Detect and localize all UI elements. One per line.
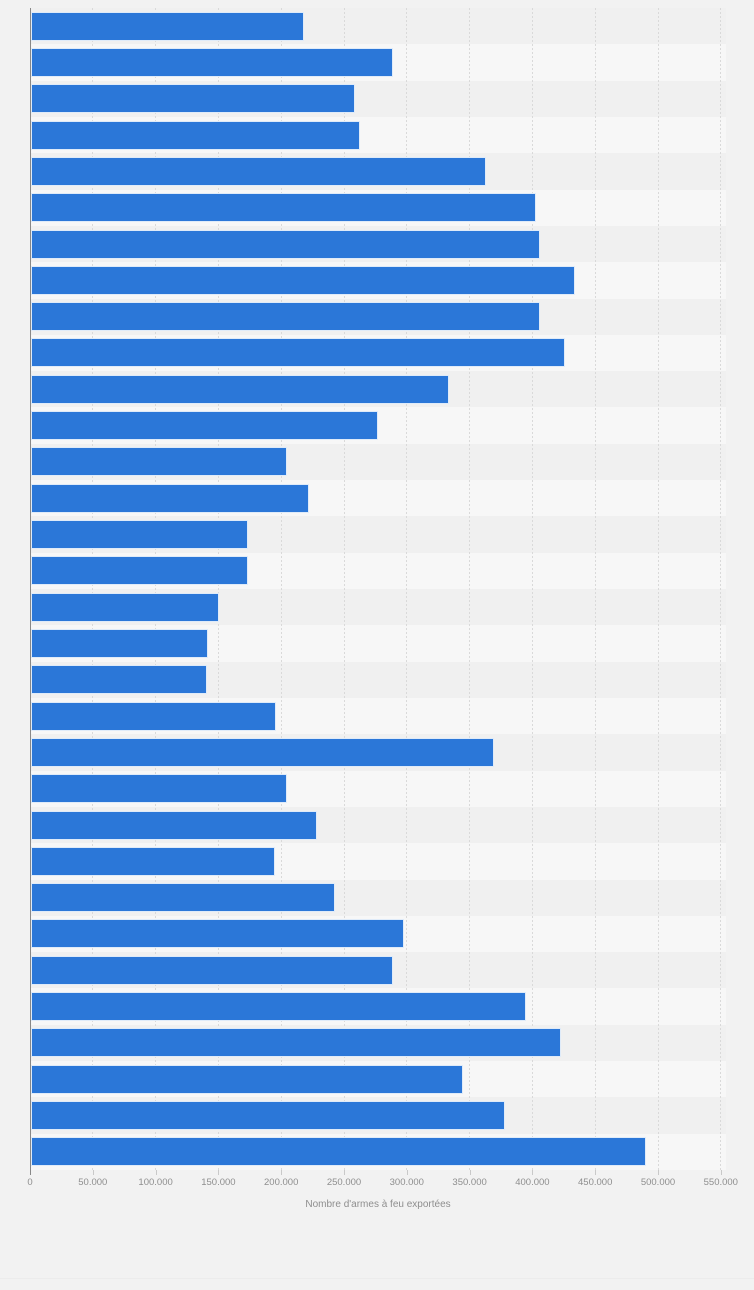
bar[interactable] (31, 411, 378, 441)
gridline (92, 8, 94, 1170)
bar[interactable] (31, 447, 288, 477)
bar[interactable] (31, 229, 540, 259)
gridline (720, 8, 722, 1170)
bar[interactable] (31, 665, 207, 695)
x-axis-tick (344, 1170, 345, 1175)
bar[interactable] (31, 374, 450, 404)
gridline (217, 8, 219, 1170)
bar[interactable] (31, 1137, 647, 1167)
gridline (469, 8, 471, 1170)
gridline (406, 8, 408, 1170)
bar[interactable] (31, 628, 209, 658)
x-axis-tick (658, 1170, 659, 1175)
bar[interactable] (31, 810, 318, 840)
x-axis-tick-label: 550.000 (703, 1177, 738, 1188)
bar[interactable] (31, 1028, 562, 1058)
bar[interactable] (31, 1064, 464, 1094)
x-axis-tick-label: 150.000 (201, 1177, 236, 1188)
bar[interactable] (31, 265, 575, 295)
x-axis-tick-label: 350.000 (452, 1177, 487, 1188)
bar[interactable] (31, 483, 309, 513)
x-axis-tick-label: 250.000 (326, 1177, 362, 1188)
bar[interactable] (31, 846, 275, 876)
bar[interactable] (31, 520, 249, 550)
gridline (657, 8, 659, 1170)
bar[interactable] (31, 11, 304, 41)
x-axis-tick-label: 450.000 (578, 1177, 613, 1188)
bar[interactable] (31, 737, 495, 767)
bar[interactable] (31, 193, 536, 223)
bar[interactable] (31, 701, 276, 731)
bar[interactable] (31, 774, 288, 804)
x-axis-tick (155, 1170, 157, 1175)
x-axis-tick (469, 1170, 471, 1175)
bar[interactable] (31, 1101, 505, 1131)
bar[interactable] (31, 556, 249, 586)
x-axis-tick (92, 1170, 94, 1175)
y-axis-line (30, 8, 31, 1175)
bar[interactable] (31, 84, 356, 114)
bar[interactable] (31, 120, 361, 150)
x-axis-tick-label: 500.000 (640, 1177, 676, 1188)
x-axis-tick-label: 300.000 (389, 1177, 424, 1188)
bar[interactable] (31, 592, 220, 622)
x-axis-tick-label: 100.000 (138, 1177, 173, 1188)
x-axis-tick (595, 1170, 597, 1175)
x-axis-tick (720, 1170, 722, 1175)
x-axis-title: Nombre d'armes à feu exportées (305, 1199, 451, 1210)
bar[interactable] (31, 47, 393, 77)
plot-area (30, 8, 726, 1170)
bottom-divider (0, 1278, 754, 1279)
x-axis-tick-label: 50.000 (78, 1177, 108, 1188)
gridline (343, 8, 345, 1170)
gridline (280, 8, 282, 1170)
bar[interactable] (31, 955, 393, 985)
bar[interactable] (31, 919, 405, 949)
x-axis-tick (218, 1170, 220, 1175)
x-axis-tick-label: 400.000 (515, 1177, 550, 1188)
x-axis-tick (281, 1170, 283, 1175)
bar[interactable] (31, 302, 540, 332)
bar[interactable] (31, 156, 486, 186)
gridline (155, 8, 157, 1170)
x-axis-tick-label: 0 (27, 1177, 33, 1188)
x-axis-tick-label: 200.000 (264, 1177, 299, 1188)
x-axis-tick (406, 1170, 408, 1175)
gridline (594, 8, 596, 1170)
gridline (531, 8, 533, 1170)
bar[interactable] (31, 338, 565, 368)
bar[interactable] (31, 992, 526, 1022)
bar[interactable] (31, 883, 335, 913)
x-axis-tick (532, 1170, 534, 1175)
